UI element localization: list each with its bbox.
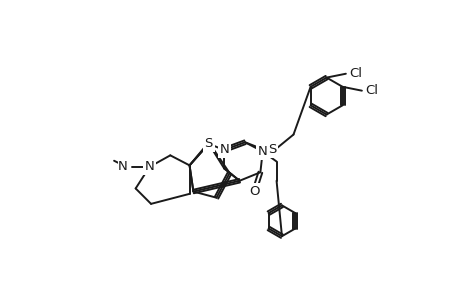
Text: Cl: Cl xyxy=(349,67,362,80)
Text: Cl: Cl xyxy=(365,84,378,97)
Text: S: S xyxy=(204,137,213,150)
Text: S: S xyxy=(204,136,213,149)
Text: N: N xyxy=(257,145,267,158)
Text: N: N xyxy=(118,160,128,173)
Text: N: N xyxy=(219,143,229,157)
Text: O: O xyxy=(248,185,259,198)
Text: S: S xyxy=(268,143,276,157)
Text: N: N xyxy=(144,160,154,173)
